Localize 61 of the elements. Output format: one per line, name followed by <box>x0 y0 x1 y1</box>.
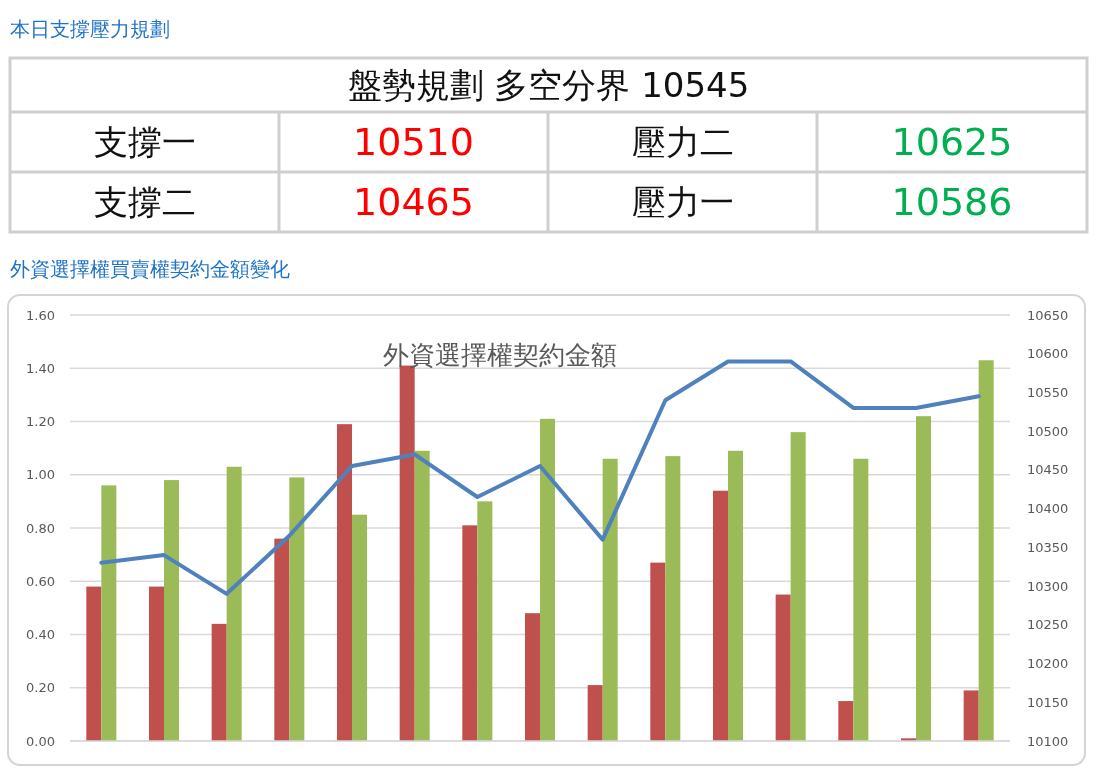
y-tick-label: 1.60 <box>26 307 55 323</box>
y-tick-label: 1.20 <box>26 414 55 429</box>
text: 10625 <box>891 120 1013 164</box>
bar <box>838 701 854 741</box>
text: 10510 <box>353 120 474 164</box>
bar <box>226 466 242 741</box>
bar <box>978 360 994 741</box>
text: 壓力一 <box>631 182 734 222</box>
text: 支撐二 <box>93 182 196 222</box>
bar <box>477 501 493 741</box>
bar <box>775 594 791 741</box>
bar <box>916 416 931 741</box>
y2-tick-label: 10350 <box>1027 539 1069 555</box>
bar <box>289 477 305 741</box>
bar <box>963 690 979 741</box>
text: 壓力二 <box>631 122 734 162</box>
bar <box>728 450 743 741</box>
y-tick-label: 1.40 <box>26 360 55 376</box>
y2-tick-label: 10200 <box>1027 656 1069 672</box>
bar <box>587 685 603 741</box>
y-tick-label: 0.00 <box>26 733 55 749</box>
y2-tick-label: 10400 <box>1027 501 1069 517</box>
bar <box>525 613 540 741</box>
y2-tick-label: 10250 <box>1027 617 1069 633</box>
y2-tick-label: 10150 <box>1027 694 1069 710</box>
bar <box>650 562 666 741</box>
chart-title: 外資選擇權買賣權契約金額變化 <box>10 257 290 281</box>
bar <box>149 586 164 741</box>
text: 10586 <box>891 180 1013 224</box>
text: 外資選擇權契約金額 <box>383 340 617 370</box>
bar <box>713 490 728 741</box>
y2-tick-label: 10600 <box>1027 346 1069 362</box>
bar <box>337 424 352 741</box>
bar <box>540 418 555 741</box>
y-tick-label: 0.20 <box>26 680 55 696</box>
y2-tick-label: 10450 <box>1027 462 1069 478</box>
y-tick-label: 0.40 <box>26 627 55 642</box>
bar <box>665 456 681 741</box>
y2-tick-label: 10650 <box>1027 307 1069 323</box>
y-tick-label: 0.80 <box>26 520 55 536</box>
text: 本日支撐壓力規劃 <box>10 17 170 41</box>
y-tick-label: 1.00 <box>26 467 55 483</box>
y2-tick-label: 10500 <box>1027 423 1069 439</box>
bar <box>414 450 430 741</box>
y2-tick-label: 10300 <box>1027 578 1069 594</box>
bar <box>352 514 367 741</box>
y-tick-label: 0.60 <box>26 573 55 589</box>
bar <box>602 458 618 741</box>
text: 支撐一 <box>93 122 196 162</box>
y2-tick-label: 10100 <box>1027 733 1069 749</box>
bar <box>790 432 806 741</box>
y2-tick-label: 10550 <box>1027 384 1069 400</box>
bar <box>462 525 478 741</box>
bar <box>211 623 227 741</box>
bar <box>164 480 179 741</box>
text: 10465 <box>353 180 474 224</box>
text: 盤勢規劃 多空分界 10545 <box>347 65 750 105</box>
bar <box>853 458 869 741</box>
bar <box>86 586 102 741</box>
bar <box>274 538 290 741</box>
bar <box>101 485 117 741</box>
